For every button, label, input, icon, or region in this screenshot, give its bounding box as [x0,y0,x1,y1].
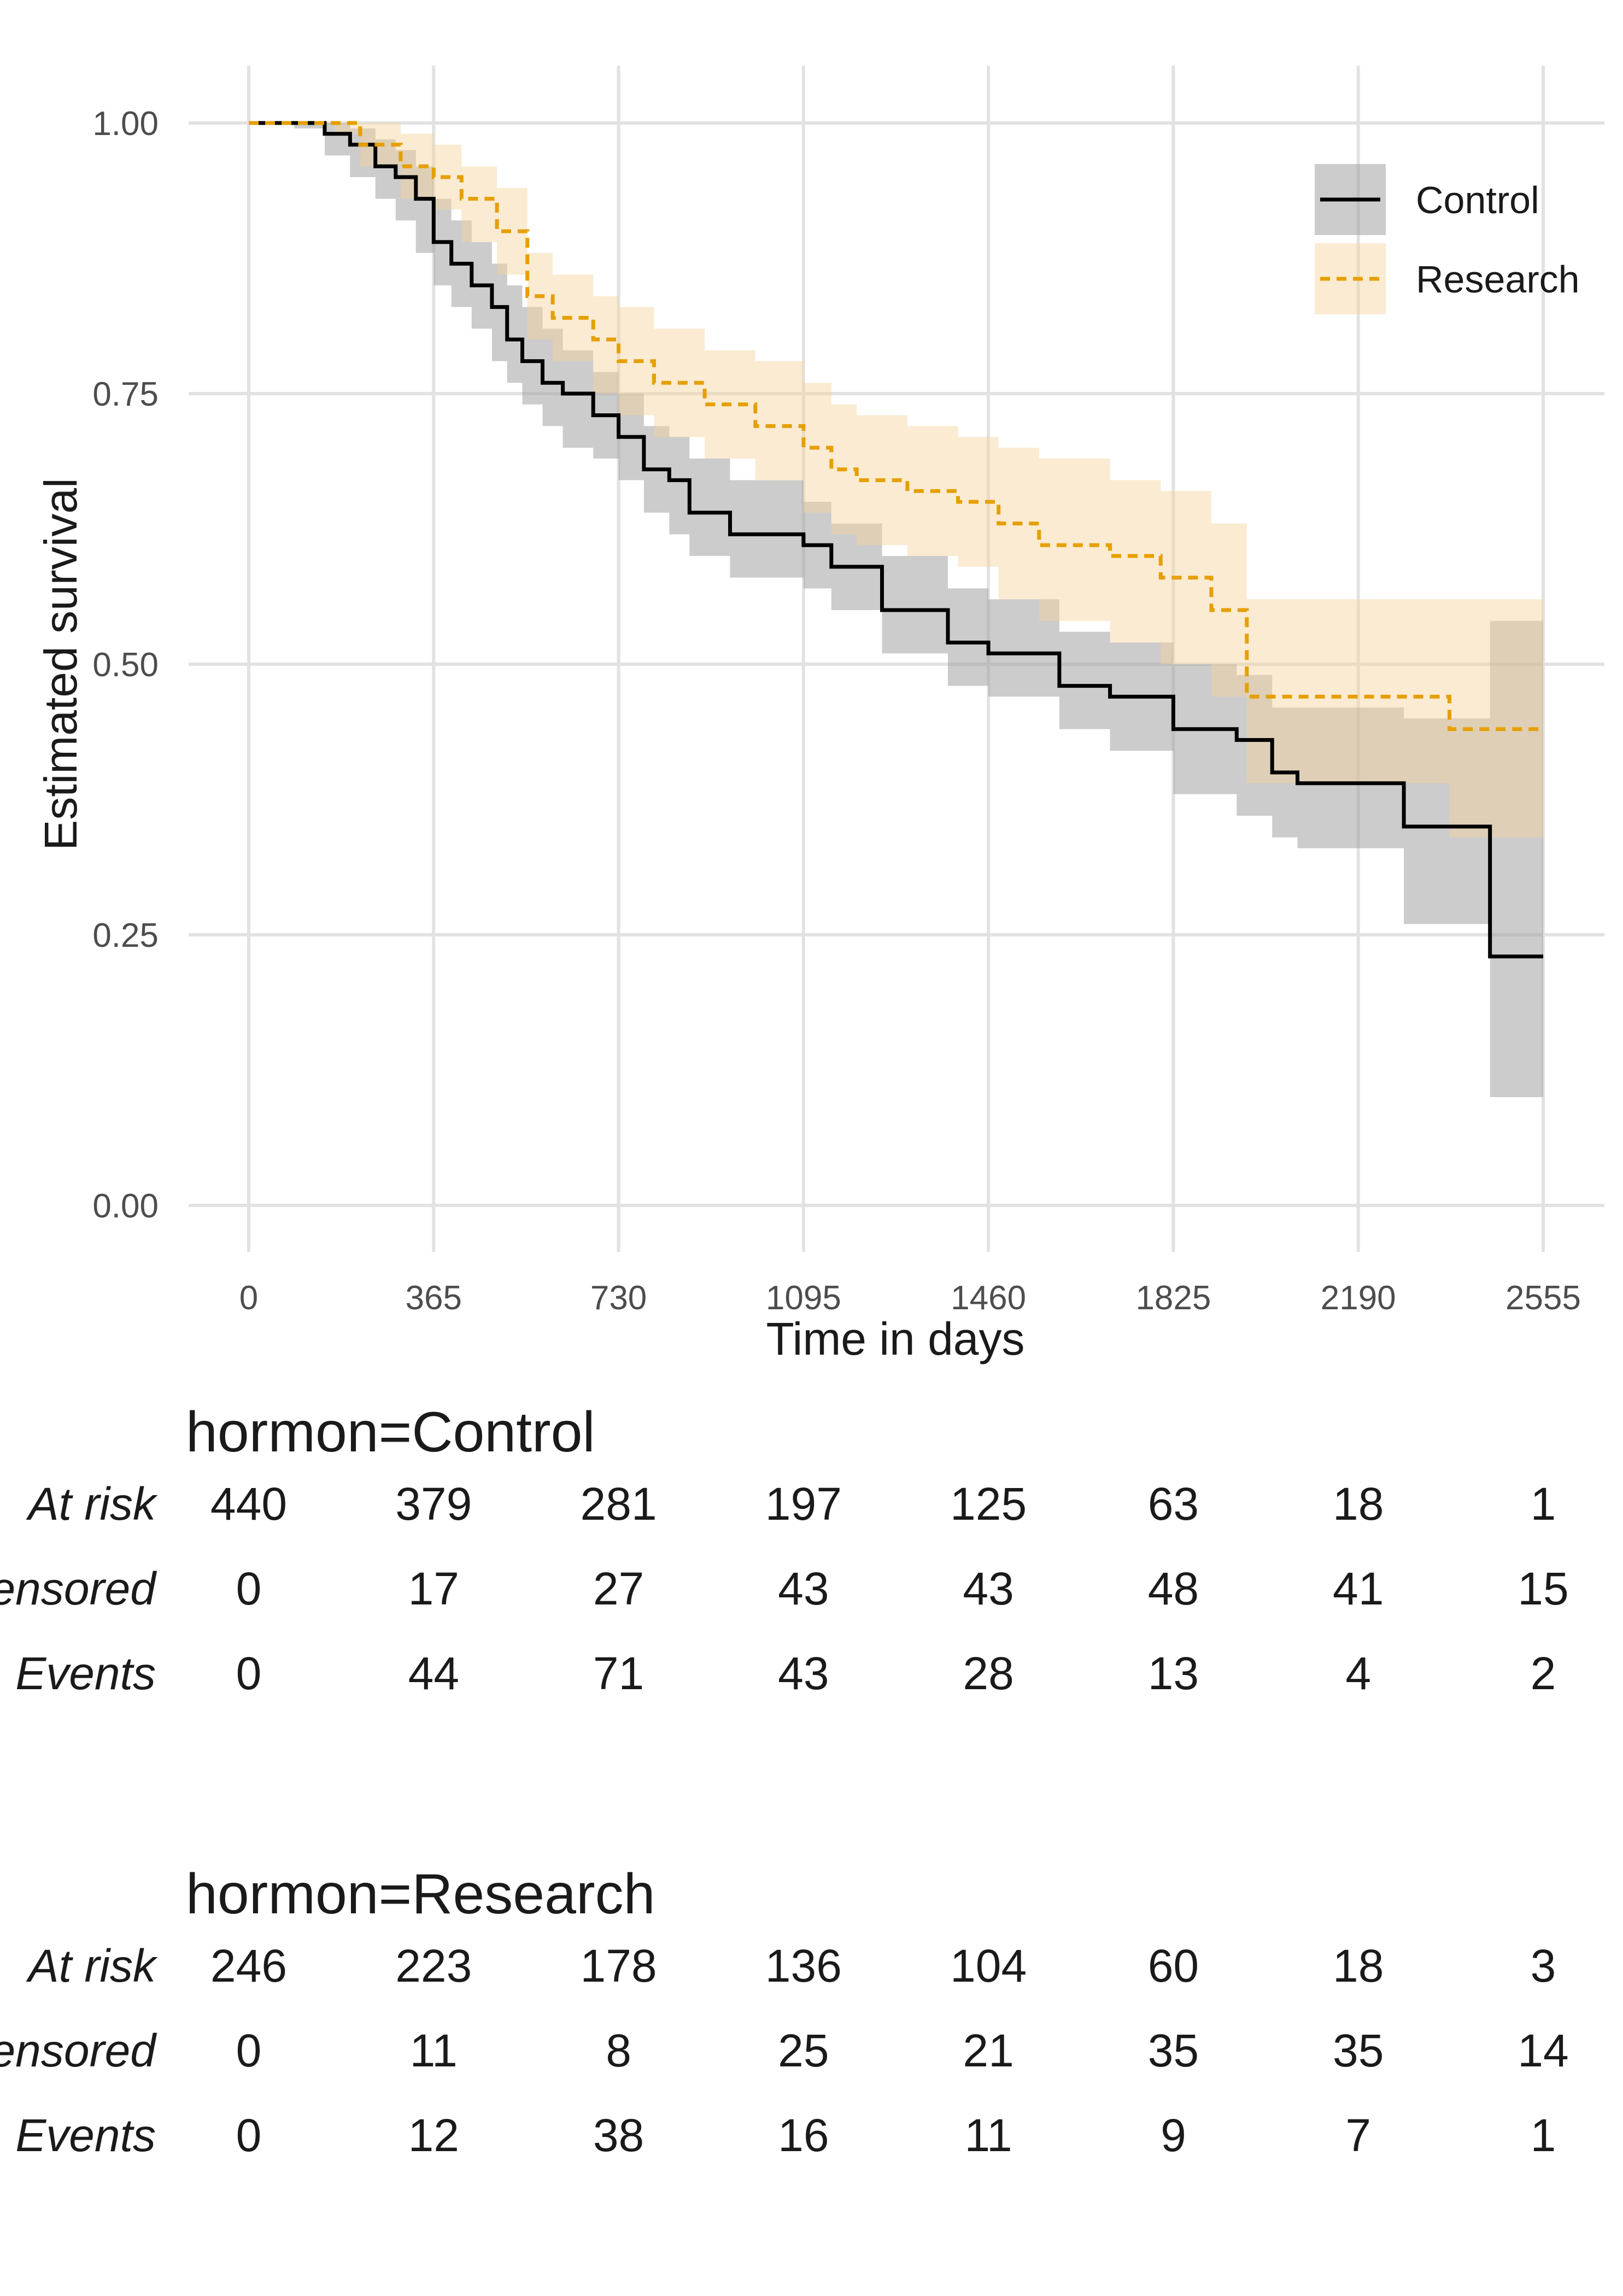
risk-table-cell: 43 [778,1563,829,1614]
y-tick-label: 1.00 [92,105,159,143]
risk-table-cell: 440 [210,1478,287,1530]
risk-table-cell: 35 [1148,2025,1199,2076]
risk-table-cell: 104 [950,1940,1027,1992]
risk-table-cell: 18 [1333,1940,1384,1992]
risk-table-cell: 3 [1531,1940,1556,1992]
risk-table-cell: 379 [395,1478,472,1530]
risk-table-cell: 21 [963,2025,1013,2076]
risk-table-row-label: At risk [26,1478,158,1530]
risk-table-cell: 15 [1517,1563,1568,1614]
risk-table-cell: 197 [765,1478,842,1530]
risk-table-cell: 63 [1148,1478,1199,1530]
risk-table-cell: 43 [963,1563,1013,1614]
risk-table-cell: 48 [1148,1563,1199,1614]
risk-table-title: hormon=Research [186,1862,655,1926]
risk-table-row-label: Censored [0,1563,157,1614]
x-tick-label: 1095 [766,1279,841,1317]
risk-table-row-label: Events [15,1648,156,1699]
survival-line-control [249,121,1543,959]
x-tick-label: 730 [590,1279,647,1317]
y-tick-label: 0.50 [92,646,159,684]
x-tick-label: 0 [239,1279,258,1317]
risk-table-cell: 7 [1345,2110,1371,2161]
risk-table-cell: 1 [1531,1478,1556,1530]
risk-table-cell: 27 [593,1563,644,1614]
x-axis-title: Time in days [766,1313,1024,1364]
risk-table-cell: 16 [778,2110,829,2161]
risk-table-cell: 14 [1517,2025,1568,2076]
risk-table-cell: 71 [593,1648,644,1699]
risk-table-cell: 18 [1333,1478,1384,1530]
risk-table-cell: 11 [965,2110,1012,2161]
axis-ticks: 0.00 0.25 0.50 0.75 1.00 0 365 730 1095 1460 1825 2… [92,105,1581,1317]
risk-table-title: hormon=Control [186,1401,595,1464]
risk-table-row-label: At risk [26,1940,158,1992]
risk-table-cell: 178 [580,1940,657,1992]
risk-table-cell: 60 [1148,1940,1199,1992]
x-tick-label: 2190 [1321,1279,1396,1317]
risk-table-cell: 8 [606,2025,631,2076]
y-tick-label: 0.25 [92,917,159,954]
risk-table-cell: 136 [765,1940,842,1992]
y-axis-title: Estimated survival [35,478,86,851]
survival-line-research [249,121,1543,731]
y-tick-label: 0.75 [92,376,159,413]
x-tick-label: 1460 [951,1279,1026,1317]
x-tick-label: 365 [406,1279,462,1317]
risk-table-cell: 28 [963,1648,1013,1699]
legend-label-control: Control [1416,179,1539,221]
risk-table-cell: 11 [410,2025,458,2076]
risk-table-cell: 12 [408,2110,459,2161]
risk-table-row-label: Events [15,2110,156,2161]
risk-table-cell: 4 [1345,1648,1371,1699]
y-tick-label: 0.00 [92,1187,159,1225]
legend-label-research: Research [1416,258,1580,301]
risk-table-cell: 35 [1333,2025,1384,2076]
x-tick-label: 2555 [1505,1279,1581,1317]
risk-table-cell: 43 [778,1648,829,1699]
risk-table-cell: 125 [950,1478,1027,1530]
legend: Control Research [1315,164,1580,314]
risk-table-row-label: Censored [0,2025,157,2076]
risk-table-cell: 0 [236,1563,262,1614]
risk-table-cell: 0 [236,2110,262,2161]
risk-table-cell: 38 [593,2110,644,2161]
risk-table-cell: 9 [1161,2110,1186,2161]
risk-table-cell: 281 [580,1478,657,1530]
risk-table-cell: 0 [236,1648,262,1699]
risk-table-cell: 2 [1531,1648,1556,1699]
risk-table-cell: 246 [210,1940,287,1992]
risk-table-cell: 0 [236,2025,262,2076]
risk-table-cell: 17 [408,1563,459,1614]
risk-table-cell: 223 [395,1940,472,1992]
survival-curves [249,121,1543,959]
x-tick-label: 1825 [1135,1279,1211,1317]
risk-table-cell: 44 [408,1648,459,1699]
risk-table-cell: 1 [1531,2110,1556,2161]
risk-table-cell: 13 [1148,1648,1199,1699]
risk-table-cell: 41 [1333,1563,1384,1614]
risk-table-cell: 25 [778,2025,829,2076]
